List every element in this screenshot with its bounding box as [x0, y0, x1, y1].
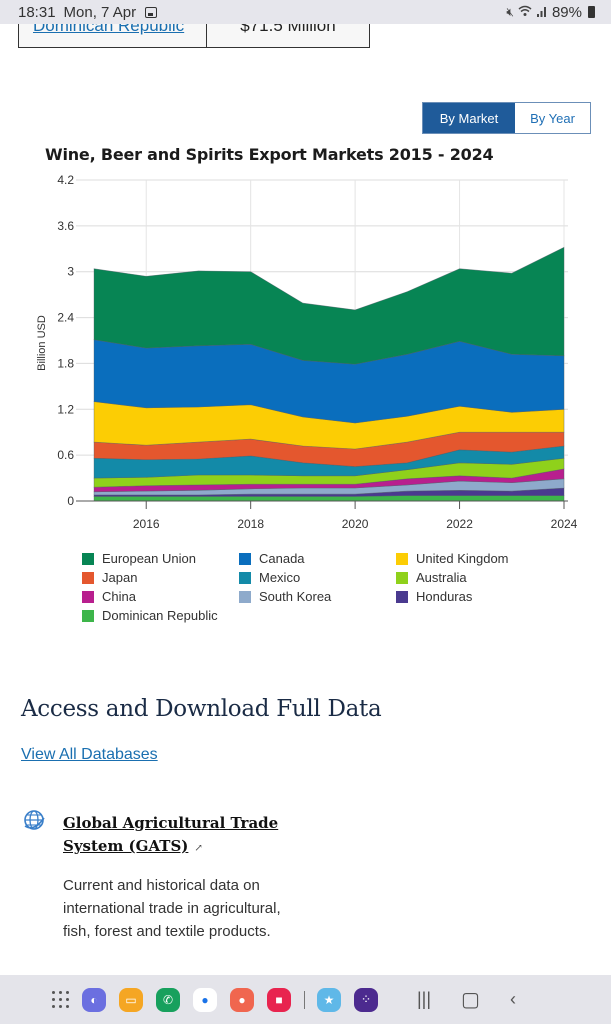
stacked-area-chart: 0 0.6 1.2 1.8 2.4 3 3.6 4.2 2016 2018 2020 2022 2024…: [36, 173, 578, 531]
legend-label: Canada: [259, 551, 305, 566]
x-tick-label: 2022: [446, 517, 473, 531]
legend-label: Japan: [102, 570, 138, 585]
legend-label: European Union: [102, 551, 196, 566]
gats-description: Current and historical data on internati…: [63, 877, 281, 940]
status-bar: 18:31 Mon, 7 Apr 🔇︎ 89%: [0, 0, 611, 24]
screen-recorder-app-icon[interactable]: ■: [267, 987, 291, 1012]
section-title: Access and Download Full Data: [21, 696, 382, 722]
legend-item-canada[interactable]: Canada: [239, 551, 396, 566]
legend-item-united-kingdom[interactable]: United Kingdom: [396, 551, 552, 566]
legend-item-south-korea[interactable]: South Korea: [239, 589, 396, 604]
legend-swatch: [396, 590, 408, 603]
internet-app-icon[interactable]: ◐: [82, 987, 106, 1012]
y-tick-label: 1.8: [57, 356, 74, 370]
mute-icon: 🔇︎: [506, 4, 514, 19]
y-tick-label: 1.2: [57, 402, 74, 416]
y-tick-label: 2.4: [57, 311, 74, 325]
status-time: 18:31: [18, 3, 56, 21]
legend-swatch: [396, 571, 408, 584]
back-button[interactable]: ‹: [509, 989, 516, 1009]
legend-item-european-union[interactable]: European Union: [82, 551, 239, 566]
view-toggle: By Market By Year: [422, 102, 591, 134]
my-files-app-icon[interactable]: ▭: [119, 987, 143, 1012]
legend-label: Mexico: [259, 570, 301, 585]
legend-label: China: [102, 589, 136, 604]
contacts-app-icon[interactable]: ●: [230, 987, 254, 1012]
legend-item-honduras[interactable]: Honduras: [396, 589, 552, 604]
globe-icon: [24, 810, 45, 830]
status-date: Mon, 7 Apr: [63, 3, 137, 21]
legend-label: Honduras: [416, 589, 473, 604]
legend-swatch: [82, 590, 94, 603]
battery-percent: 89%: [551, 3, 582, 21]
legend-swatch: [239, 571, 251, 584]
gats-link[interactable]: Global Agricultural Trade System (GATS): [63, 814, 279, 855]
areas: [93, 246, 565, 502]
legend-swatch: [396, 552, 408, 565]
x-tick-label: 2018: [237, 517, 264, 531]
legend-item-japan[interactable]: Japan: [82, 570, 239, 585]
dock-divider: [304, 990, 305, 1009]
y-tick-label: 3.6: [57, 219, 74, 233]
legend-swatch: [82, 609, 94, 622]
chart-title: Wine, Beer and Spirits Export Markets 20…: [45, 145, 494, 164]
legend-item-china[interactable]: China: [82, 589, 239, 604]
game-app-icon[interactable]: ★: [317, 987, 341, 1012]
y-tick-label: 0: [67, 494, 74, 508]
messages-app-icon[interactable]: ●: [193, 987, 217, 1012]
by-market-button[interactable]: By Market: [423, 103, 515, 133]
legend-swatch: [82, 571, 94, 584]
legend-item-mexico[interactable]: Mexico: [239, 570, 396, 585]
view-all-databases-link[interactable]: View All Databases: [21, 746, 158, 763]
legend-label: Dominican Republic: [102, 608, 218, 623]
y-tick-label: 0.6: [57, 448, 74, 462]
legend-label: United Kingdom: [416, 551, 509, 566]
axes: 0 0.6 1.2 1.8 2.4 3 3.6 4.2 2016 2018 2020 2022 2024: [57, 173, 577, 531]
legend-swatch: [239, 590, 251, 603]
battery-icon: [588, 6, 595, 18]
y-tick-label: 3: [67, 265, 74, 279]
phone-app-icon[interactable]: ✆: [156, 987, 180, 1012]
navigation-bar: ◐ ▭ ✆ ● ● ■ ★ ⁘ ||| ▢ ‹: [0, 975, 611, 1024]
legend-label: Australia: [416, 570, 467, 585]
by-year-button[interactable]: By Year: [515, 103, 590, 133]
x-tick-label: 2020: [342, 517, 369, 531]
signal-icon: [536, 5, 548, 20]
home-button[interactable]: ▢: [461, 989, 480, 1011]
external-link-icon: ↗: [194, 843, 203, 854]
app-drawer-icon[interactable]: [52, 990, 70, 1009]
y-axis-title: Billion USD: [36, 315, 48, 371]
chart-legend: European Union Canada United Kingdom Japan M…: [82, 551, 552, 623]
gats-heading: Global Agricultural Trade System (GATS) ↗: [63, 812, 293, 860]
recents-button[interactable]: |||: [417, 989, 432, 1009]
legend-item-australia[interactable]: Australia: [396, 570, 552, 585]
x-tick-label: 2016: [133, 517, 160, 531]
legend-swatch: [239, 552, 251, 565]
area-european-union[interactable]: [93, 246, 565, 365]
game-launcher-app-icon[interactable]: ⁘: [354, 987, 378, 1012]
y-tick-label: 4.2: [57, 173, 74, 187]
legend-label: South Korea: [259, 589, 332, 604]
legend-swatch: [82, 552, 94, 565]
x-tick-label: 2024: [551, 517, 578, 531]
wifi-icon: [518, 5, 532, 20]
gallery-notification-icon: [145, 6, 158, 18]
legend-item-dominican-republic[interactable]: Dominican Republic: [82, 608, 239, 623]
status-indicators: 🔇︎ 89%: [506, 4, 595, 21]
